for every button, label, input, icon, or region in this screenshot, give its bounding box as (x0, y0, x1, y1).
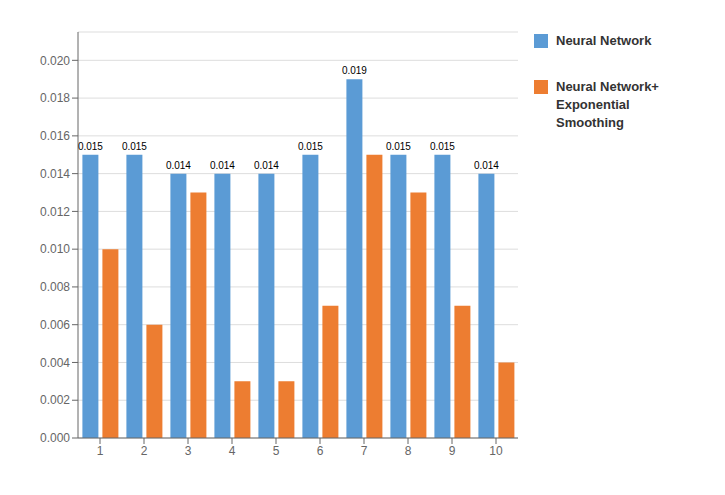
svg-text:0.015: 0.015 (386, 141, 411, 152)
svg-text:0.000: 0.000 (40, 431, 70, 445)
svg-text:0.014: 0.014 (166, 160, 191, 171)
svg-text:7: 7 (361, 444, 368, 458)
svg-text:6: 6 (317, 444, 324, 458)
svg-text:0.010: 0.010 (40, 242, 70, 256)
svg-text:0.016: 0.016 (40, 129, 70, 143)
svg-text:0.004: 0.004 (40, 356, 70, 370)
svg-text:2: 2 (141, 444, 148, 458)
svg-text:0.014: 0.014 (474, 160, 499, 171)
html-text:Neural Network+: Neural Network+ (556, 79, 659, 94)
svg-text:0.020: 0.020 (40, 54, 70, 68)
svg-text:0.015: 0.015 (430, 141, 455, 152)
svg-text:10: 10 (489, 444, 503, 458)
svg-text:0.015: 0.015 (122, 141, 147, 152)
svg-text:3: 3 (185, 444, 192, 458)
svg-text:8: 8 (405, 444, 412, 458)
svg-text:5: 5 (273, 444, 280, 458)
svg-text:0.008: 0.008 (40, 280, 70, 294)
svg-text:0.014: 0.014 (40, 167, 70, 181)
svg-text:0.015: 0.015 (78, 141, 103, 152)
svg-text:0.012: 0.012 (40, 205, 70, 219)
svg-text:0.015: 0.015 (298, 141, 323, 152)
svg-text:1: 1 (97, 444, 104, 458)
svg-text:0.014: 0.014 (254, 160, 279, 171)
html-text:Exponential: Exponential (556, 97, 630, 112)
svg-text:0.002: 0.002 (40, 393, 70, 407)
svg-text:9: 9 (449, 444, 456, 458)
html-text:Smoothing: Smoothing (556, 115, 624, 130)
svg-text:0.014: 0.014 (210, 160, 235, 171)
html-text:Neural Network: Neural Network (556, 33, 652, 48)
svg-text:4: 4 (229, 444, 236, 458)
svg-text:0.018: 0.018 (40, 91, 70, 105)
svg-text:0.019: 0.019 (342, 65, 367, 76)
svg-text:0.006: 0.006 (40, 318, 70, 332)
